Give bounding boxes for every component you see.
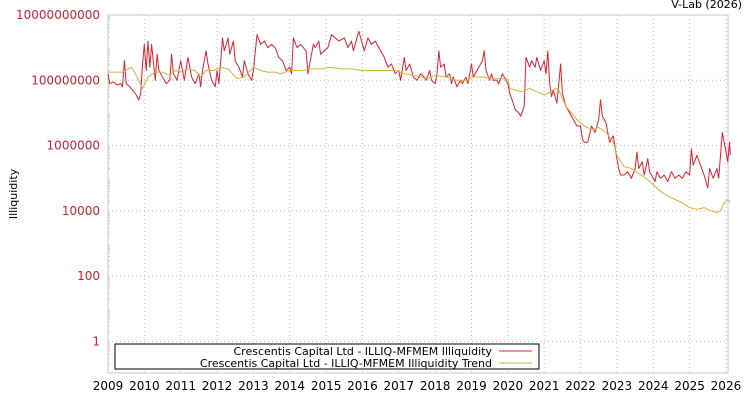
- trend-line: [108, 66, 731, 213]
- x-tick-label: 2025: [674, 379, 705, 393]
- y-tick-label: 10000000000: [16, 8, 100, 22]
- y-tick-label: 10000: [62, 204, 100, 218]
- grid-lines: [107, 14, 728, 373]
- x-axis-ticks: 2009 2010 2011 2012 2013 2014 2015 2016 2017 2018…: [93, 379, 741, 393]
- x-tick-label: 2026: [711, 379, 742, 393]
- y-tick-label: 100000000: [31, 73, 100, 87]
- plot-area-border: [107, 14, 729, 374]
- x-tick-label: 2009: [93, 379, 124, 393]
- x-tick-label: 2016: [347, 379, 378, 393]
- x-tick-label: 2012: [202, 379, 233, 393]
- series-lines: [107, 30, 731, 213]
- x-tick-label: 2015: [311, 379, 342, 393]
- x-tick-label: 2020: [493, 379, 524, 393]
- x-tick-label: 2024: [638, 379, 669, 393]
- legend: Crescentis Capital Ltd - ILLIQ-MFMEM Ill…: [114, 343, 540, 370]
- x-tick-label: 2017: [384, 379, 415, 393]
- x-tick-label: 2010: [129, 379, 160, 393]
- x-tick-label: 2022: [565, 379, 596, 393]
- x-tick-label: 2013: [238, 379, 269, 393]
- x-tick-label: 2014: [274, 379, 305, 393]
- y-tick-label: 1: [92, 335, 100, 349]
- legend-label-trend: Crescentis Capital Ltd - ILLIQ-MFMEM Ill…: [200, 357, 492, 370]
- y-axis-ticks: 10000000000 100000000 1000000 10000 100 1: [16, 8, 100, 349]
- y-tick-label: 100: [77, 269, 100, 283]
- legend-box: [114, 343, 540, 370]
- legend-label-illiquidity: Crescentis Capital Ltd - ILLIQ-MFMEM Ill…: [233, 345, 492, 358]
- x-tick-label: 2019: [456, 379, 487, 393]
- x-tick-label: 2023: [602, 379, 633, 393]
- y-axis-label: Illiquidity: [7, 168, 20, 219]
- credit-label: V-Lab (2026): [671, 0, 742, 11]
- x-tick-label: 2021: [529, 379, 560, 393]
- y-tick-label: 1000000: [47, 139, 100, 153]
- x-tick-label: 2011: [165, 379, 196, 393]
- illiquidity-line: [107, 30, 731, 189]
- x-tick-label: 2018: [420, 379, 451, 393]
